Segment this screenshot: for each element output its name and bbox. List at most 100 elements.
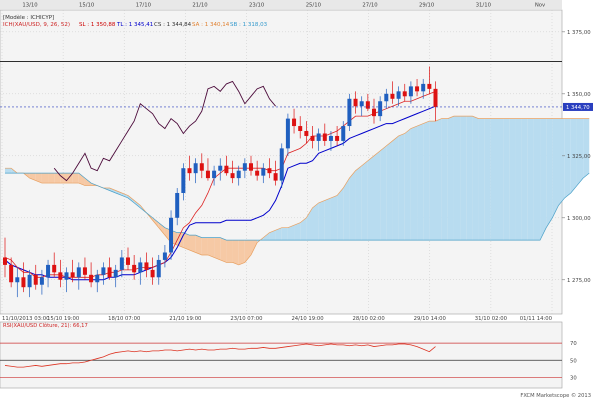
x-tick-label: 29/10 14:00 bbox=[414, 316, 447, 322]
candle-body bbox=[107, 267, 112, 278]
candle-body bbox=[353, 98, 358, 107]
cloud-segment bbox=[294, 222, 301, 241]
cloud-segment bbox=[380, 145, 387, 241]
rsi-tick-label: 50 bbox=[570, 358, 577, 364]
candle-body bbox=[249, 163, 253, 171]
legend-item-sl: SL : 1 350,88 bbox=[79, 22, 116, 28]
cloud-segment bbox=[330, 195, 338, 241]
cloud-segment bbox=[453, 116, 461, 241]
cloud-segment bbox=[472, 116, 479, 241]
cloud-segment bbox=[72, 173, 79, 184]
cloud-segment bbox=[527, 118, 534, 241]
candle-body bbox=[236, 170, 241, 179]
candle-body bbox=[298, 126, 303, 132]
cloud-segment bbox=[121, 192, 128, 198]
candle-body bbox=[181, 168, 186, 193]
cloud-segment bbox=[484, 118, 491, 241]
cloud-segment bbox=[533, 118, 541, 241]
cloud-segment bbox=[410, 126, 418, 241]
cloud-segment bbox=[460, 116, 467, 241]
candle-body bbox=[267, 168, 272, 174]
cloud-segment bbox=[78, 173, 85, 186]
rsi-series bbox=[4, 343, 436, 368]
candle-body bbox=[359, 101, 364, 107]
x-tick-label: 31/10 02:00 bbox=[475, 316, 508, 322]
cloud-segment bbox=[109, 188, 116, 193]
cloud-segment bbox=[318, 200, 325, 241]
rsi-tick-label: 70 bbox=[570, 341, 577, 347]
model-label: [Modèle : ICHICYP] bbox=[3, 14, 54, 21]
cloud-segment bbox=[324, 197, 331, 241]
cloud-segment bbox=[423, 121, 430, 241]
candle-body bbox=[132, 264, 137, 273]
rsi-label: RSI(XAU/USD Clôture, 21): 66,17 bbox=[3, 322, 88, 329]
cloud-segment bbox=[361, 160, 368, 241]
date-label: 31/10 bbox=[476, 3, 492, 9]
cloud-segment bbox=[343, 178, 350, 241]
cloud-segment bbox=[195, 235, 202, 255]
candle-body bbox=[212, 170, 217, 179]
cloud-segment bbox=[275, 227, 282, 241]
candle-body bbox=[335, 135, 340, 141]
legend-item-cs: CS : 1 344,84 bbox=[154, 22, 192, 28]
price-axis: 1 275,00 1 300,00 1 325,00 1 350,00 1 375,00 bbox=[562, 30, 591, 284]
cloud-segment bbox=[576, 118, 584, 186]
cloud-segment bbox=[570, 118, 577, 193]
ichimoku-cloud bbox=[5, 115, 590, 266]
candle-body bbox=[415, 86, 420, 92]
cloud-segment bbox=[349, 170, 356, 241]
cloud-segment bbox=[490, 118, 497, 241]
y-tick-label: 1 375,00 bbox=[567, 30, 591, 36]
candle-body bbox=[95, 274, 100, 283]
cloud-segment bbox=[398, 133, 405, 241]
date-label: 25/10 bbox=[306, 3, 322, 9]
candle-body bbox=[384, 93, 389, 102]
rsi-line bbox=[4, 343, 436, 368]
rsi-panel[interactable] bbox=[0, 321, 563, 389]
cloud-segment bbox=[232, 240, 239, 265]
candle-body bbox=[224, 165, 229, 174]
candle-body bbox=[144, 262, 149, 270]
x-tick-label: 23/10 07:00 bbox=[230, 316, 263, 322]
date-label: 29/10 bbox=[419, 3, 435, 9]
candle-body bbox=[279, 148, 284, 181]
y-tick-label: 1 350,00 bbox=[567, 92, 591, 98]
candle-body bbox=[52, 264, 57, 273]
ichimoku-legend-label: ICH(XAU/USD, 9, 26, 52) bbox=[3, 22, 70, 28]
legend-item-sa: SA : 1 340,14 bbox=[192, 22, 230, 28]
cloud-segment bbox=[220, 237, 227, 263]
candle-body bbox=[162, 252, 167, 260]
cloud-segment bbox=[558, 118, 565, 206]
cloud-segment bbox=[84, 178, 92, 186]
x-tick-label: 18/10 07:00 bbox=[108, 316, 141, 322]
candle-body bbox=[21, 277, 26, 288]
candle-body bbox=[9, 264, 14, 283]
cloud-segment bbox=[152, 217, 159, 228]
cloud-segment bbox=[404, 128, 411, 241]
cloud-segment bbox=[189, 235, 196, 253]
candle-body bbox=[3, 257, 7, 265]
candle-body bbox=[193, 163, 198, 174]
rsi-axis: 70 50 30 bbox=[570, 341, 577, 381]
date-label: 13/10 bbox=[22, 3, 38, 9]
candle-body bbox=[408, 86, 413, 97]
cloud-segment bbox=[201, 237, 208, 255]
senkou-span-b-line bbox=[5, 172, 590, 241]
cloud-segment bbox=[417, 123, 424, 241]
candle-body bbox=[33, 274, 38, 285]
candle-body bbox=[292, 118, 297, 127]
date-label: 15/10 bbox=[79, 3, 95, 9]
candle-body bbox=[328, 135, 333, 141]
chikou-line bbox=[53, 80, 276, 182]
date-label: 23/10 bbox=[249, 3, 265, 9]
candle-body bbox=[39, 277, 44, 285]
watermark: FXCM Marketscope © 2013 bbox=[520, 392, 591, 399]
legend-item-sb: SB : 1 318,03 bbox=[230, 22, 268, 28]
cloud-segment bbox=[183, 232, 190, 251]
cloud-segment bbox=[583, 118, 590, 179]
cloud-segment bbox=[564, 118, 571, 198]
cloud-segment bbox=[441, 118, 448, 241]
rsi-tick-label: 30 bbox=[570, 375, 577, 381]
cloud-segment bbox=[238, 240, 245, 265]
